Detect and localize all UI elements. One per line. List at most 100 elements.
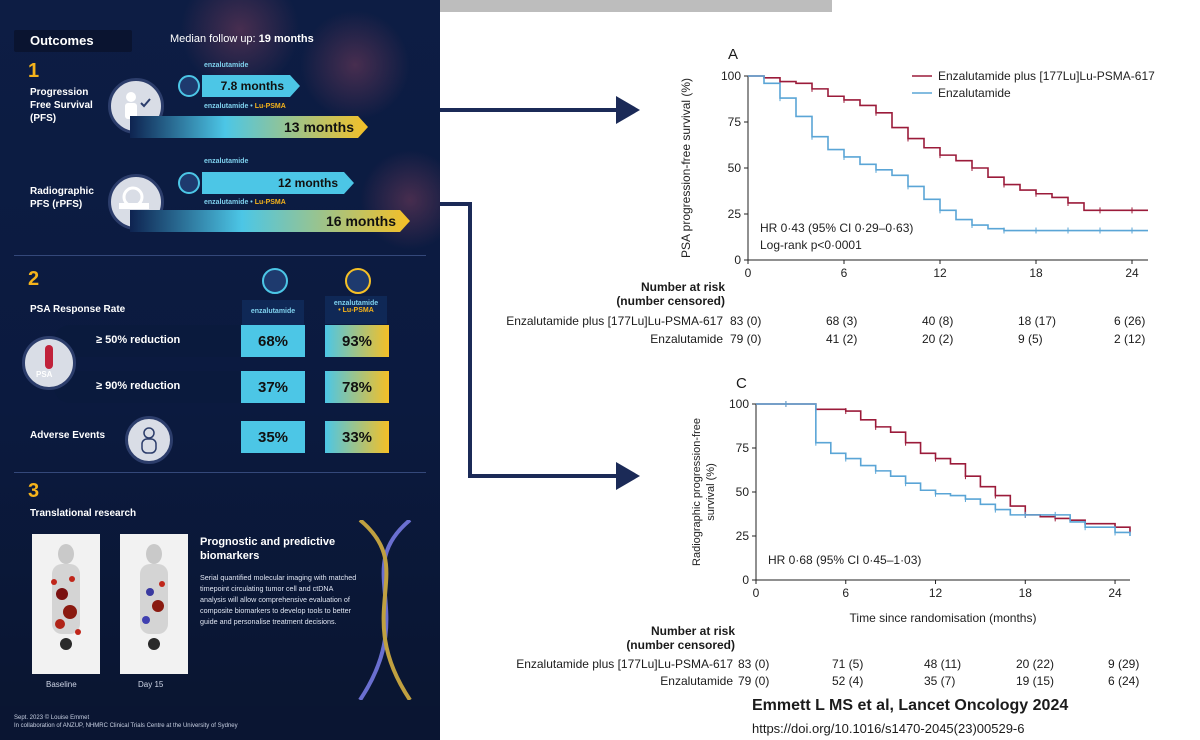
footer-credit: Sept. 2023 © Louise Emmet In collaborati…	[14, 714, 238, 730]
risk-value: 83 (0)	[730, 314, 762, 328]
footer-line-1: Sept. 2023 © Louise Emmet	[14, 715, 90, 721]
doi-link[interactable]: https://doi.org/10.1016/s1470-2045(23)00…	[752, 721, 1025, 736]
x-tick-label: 0	[745, 266, 752, 280]
y-tick-label: 100	[729, 397, 749, 411]
rpfs-enz-bar: 12 months	[202, 172, 354, 194]
x-tick-label: 12	[929, 586, 943, 600]
baseline-scan-image	[32, 534, 100, 674]
x-tick-label: 12	[933, 266, 947, 280]
risk-value: 71 (5)	[832, 657, 864, 671]
bokeh-decoration	[360, 150, 440, 250]
row-label-90: ≥ 90% reduction	[96, 380, 181, 392]
followup-text: Median follow up: 19 months	[170, 33, 314, 45]
x-tick-label: 6	[842, 586, 849, 600]
risk-value: 41 (2)	[826, 332, 858, 346]
panel-a-km-chart: 0 25 50 75 100 0 6 12 18 24 PSA progression-free s…	[679, 69, 1155, 280]
logrank-stat: Log-rank p<0·0001	[760, 238, 862, 252]
panel-c-letter: C	[736, 375, 747, 392]
row-band	[54, 325, 240, 357]
risk-value: 19 (15)	[1016, 674, 1055, 688]
risk-value: 35 (7)	[924, 674, 956, 688]
row-label-ae: Adverse Events	[30, 430, 106, 441]
enz-survival-curve	[748, 75, 1148, 232]
panel-c-km-chart: 0 25 50 75 100 0 6 12 18 24 Radiographic progressi…	[691, 397, 1131, 625]
section-divider	[14, 255, 426, 256]
pfs-enz-bar: 7.8 months	[202, 75, 300, 97]
hr-stat: HR 0·68 (95% CI 0·45–1·03)	[768, 553, 921, 567]
footer-line-2: In collaboration of ANZUP, NHMRC Clinica…	[14, 723, 238, 729]
y-axis-label: survival (%)	[705, 463, 717, 520]
cell-enz-ae: 35%	[241, 421, 305, 453]
section-divider	[14, 472, 426, 473]
panel-c-risk-title: Number at risk (number censored)	[626, 624, 735, 652]
risk-value: 6 (24)	[1108, 674, 1140, 688]
x-tick-label: 6	[841, 266, 848, 280]
biomarkers-title: Prognostic and predictive biomarkers	[200, 536, 336, 562]
outcomes-title-pill: Outcomes	[14, 30, 132, 52]
followup-value: 19 months	[258, 33, 314, 45]
y-tick-label: 100	[721, 69, 741, 83]
pfs-label: Progression Free Survival (PFS)	[30, 87, 93, 124]
risk-value: 79 (0)	[738, 674, 770, 688]
hr-stat: HR 0·43 (95% CI 0·29–0·63)	[760, 221, 913, 235]
y-axis-label: PSA progression-free survival (%)	[679, 78, 693, 258]
y-tick-label: 75	[728, 115, 742, 129]
y-tick-label: 0	[742, 573, 749, 587]
biomarkers-body: Serial quantified molecular imaging with…	[200, 573, 357, 626]
col-header-enz: enzalutamide	[242, 300, 304, 328]
arm-enz-label: enzalutamide	[204, 62, 249, 69]
risk-value: 18 (17)	[1018, 314, 1057, 328]
outcomes-infographic: Outcomes Median follow up: 19 months 1 P…	[0, 0, 440, 740]
cell-combo-ae: 33%	[325, 421, 389, 453]
footer-bar	[0, 706, 440, 740]
x-tick-label: 18	[1029, 266, 1043, 280]
risk-value: 9 (5)	[1018, 332, 1043, 346]
y-axis-label: Radiographic progression-free	[691, 418, 703, 566]
panel-a-risk-label-combo: Enzalutamide plus [177Lu]Lu-PSMA-617	[506, 314, 723, 328]
psa-response-label: PSA Response Rate	[30, 304, 126, 315]
section-1-number: 1	[28, 60, 40, 82]
arm-combo-label: enzalutamide • Lu-PSMA	[204, 199, 286, 206]
x-tick-label: 24	[1108, 586, 1122, 600]
connector-arrows	[440, 96, 640, 490]
y-tick-label: 50	[736, 485, 750, 499]
rpfs-combo-bar: 16 months	[130, 210, 410, 232]
y-tick-label: 50	[728, 161, 742, 175]
enzalutamide-vial-icon	[262, 268, 288, 294]
pfs-combo-bar: 13 months	[130, 116, 368, 138]
lu-psma-vial-icon	[345, 268, 371, 294]
enzalutamide-vial-icon	[178, 75, 200, 97]
day15-caption: Day 15	[138, 680, 164, 689]
followup-label: Median follow up:	[170, 33, 256, 45]
panel-a-risk-label-enz: Enzalutamide	[650, 332, 723, 346]
x-tick-label: 0	[753, 586, 760, 600]
x-tick-label: 24	[1125, 266, 1139, 280]
row-band	[54, 371, 240, 403]
x-tick-label: 18	[1019, 586, 1033, 600]
cell-combo-50: 93%	[325, 325, 389, 357]
panel-c-risk-label-enz: Enzalutamide	[660, 674, 733, 688]
translational-label: Translational research	[30, 508, 137, 519]
psa-badge: PSA	[36, 370, 53, 379]
section-3-number: 3	[28, 480, 40, 502]
y-tick-label: 25	[736, 529, 750, 543]
col-header-combo: enzalutamide • Lu-PSMA	[325, 296, 387, 324]
risk-value: 68 (3)	[826, 314, 858, 328]
cell-enz-90: 37%	[241, 371, 305, 403]
panel-c-risk-label-combo: Enzalutamide plus [177Lu]Lu-PSMA-617	[516, 657, 733, 671]
panel-a-risk-title: Number at risk (number censored)	[616, 280, 725, 308]
dna-helix-graphic	[358, 520, 412, 700]
y-tick-label: 75	[736, 441, 750, 455]
risk-value: 20 (2)	[922, 332, 954, 346]
psa-tube-icon	[22, 336, 76, 390]
baseline-caption: Baseline	[46, 680, 77, 689]
patient-icon	[125, 416, 173, 464]
risk-value: 20 (22)	[1016, 657, 1055, 671]
combo-survival-curve	[756, 403, 1131, 533]
legend-entry: Enzalutamide	[938, 86, 1011, 100]
risk-value: 83 (0)	[738, 657, 770, 671]
enzalutamide-vial-icon	[178, 172, 200, 194]
risk-value: 2 (12)	[1114, 332, 1146, 346]
panel-a-letter: A	[728, 46, 739, 63]
section-2-number: 2	[28, 268, 40, 290]
